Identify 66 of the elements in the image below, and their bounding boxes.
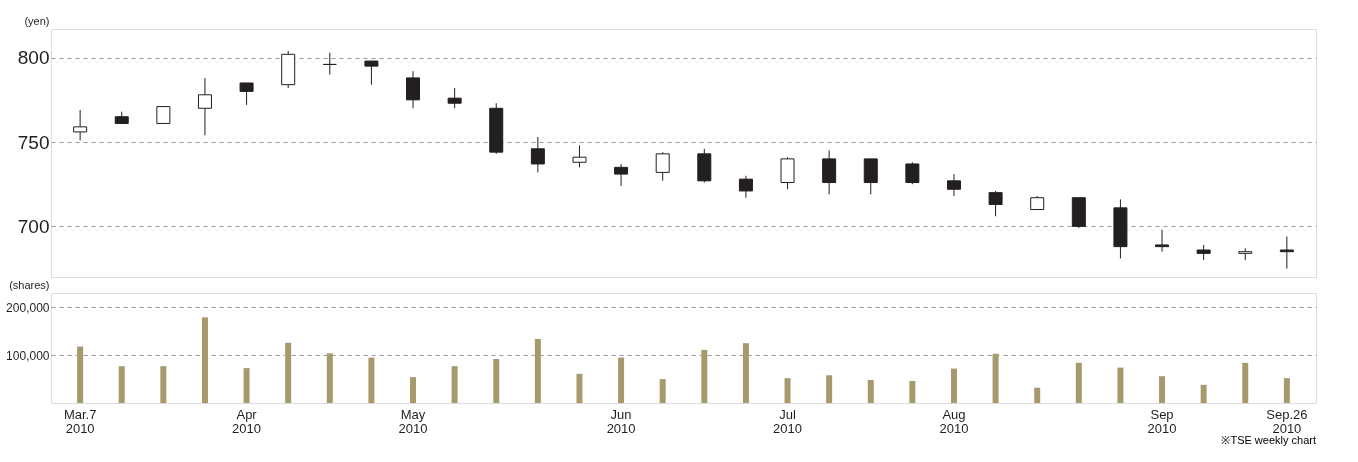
bar [1242, 362, 1249, 403]
bar [1283, 378, 1290, 403]
y-tick-label: 100,000 [6, 348, 50, 363]
candlestick [239, 82, 254, 106]
x-tick-label: Mar.7 2010 [63, 406, 97, 436]
candlestick [863, 158, 878, 195]
x-tick-label: Apr 2010 [232, 406, 262, 436]
y-tick-label: 700 [17, 215, 50, 237]
bar [368, 357, 375, 403]
candlestick [447, 87, 462, 109]
y-axis-title: (yen) [24, 14, 50, 27]
candlestick [197, 77, 212, 136]
x-tick-label: Sep.26 2010 [1266, 406, 1308, 436]
candlestick [1155, 229, 1170, 253]
y-axis-title: (shares) [9, 278, 50, 291]
bar [1075, 362, 1082, 403]
candlestick [406, 70, 421, 109]
candlestick [322, 52, 337, 76]
x-tick-label: May 2010 [398, 406, 428, 436]
bar [1117, 367, 1124, 403]
bar [243, 368, 250, 403]
bar [451, 366, 458, 403]
bar [160, 366, 167, 403]
bar [118, 366, 125, 403]
bar [77, 346, 84, 403]
bar [950, 368, 957, 403]
bar [493, 359, 500, 403]
x-tick-label: Jul 2010 [773, 406, 802, 436]
bar [534, 338, 541, 403]
candlestick [988, 190, 1003, 217]
candlestick [946, 173, 961, 197]
x-tick-label: Aug 2010 [939, 406, 969, 436]
candlestick [780, 156, 795, 190]
bar [1159, 376, 1166, 403]
bar [618, 357, 625, 403]
candlestick [738, 175, 753, 199]
x-tick-label: Jun 2010 [606, 406, 636, 436]
bar [326, 353, 333, 403]
bar [784, 378, 791, 403]
candlestick [822, 149, 837, 195]
candlestick [614, 163, 629, 187]
y-tick-label: 200,000 [6, 300, 50, 315]
y-tick-label: 800 [17, 47, 50, 69]
bar [576, 373, 583, 403]
candlestick [1279, 236, 1294, 270]
bar [1200, 384, 1207, 403]
candlestick [73, 109, 88, 141]
candlestick [655, 151, 670, 182]
candlestick [572, 144, 587, 168]
bar [992, 353, 999, 403]
text: ※TSE weekly chart [1221, 434, 1316, 446]
bar [909, 381, 916, 403]
x-tick-label: Sep 2010 [1147, 406, 1177, 436]
candlestick [905, 161, 920, 185]
bar [701, 349, 708, 403]
y-tick-label: 750 [17, 131, 50, 153]
bar [201, 317, 208, 403]
bar [285, 342, 292, 403]
bar [826, 375, 833, 403]
bar [742, 343, 749, 403]
candlestick [364, 60, 379, 86]
bar [867, 380, 874, 403]
bar [410, 377, 417, 403]
candlestick [530, 136, 545, 173]
bar [1034, 387, 1041, 403]
bar [659, 379, 666, 403]
